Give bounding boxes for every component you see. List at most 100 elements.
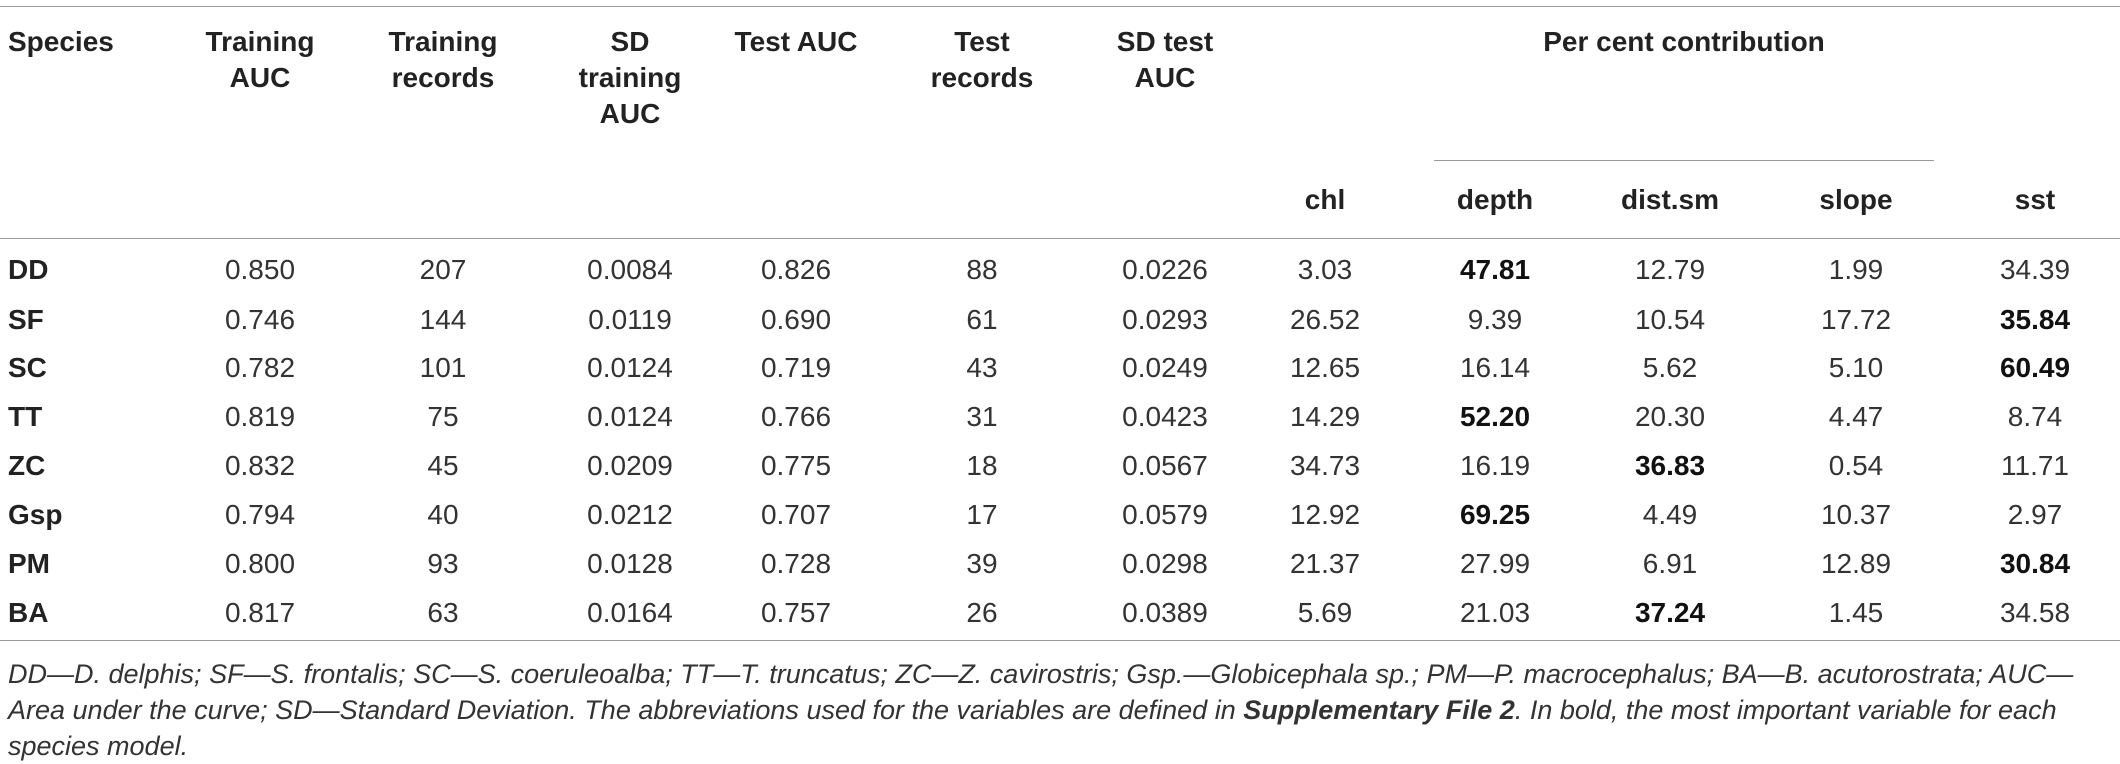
table-cell: 0.719	[760, 352, 832, 383]
table-cell: 26.52	[1289, 304, 1361, 335]
table-cell: 0.782	[224, 352, 296, 383]
table-cell: 0.0298	[1122, 548, 1208, 579]
table-cell: 20.30	[1634, 401, 1706, 432]
table-cell: 45	[427, 450, 459, 481]
table-cell: 0.728	[760, 548, 832, 579]
table-cell: 0.0084	[587, 254, 673, 285]
table-row-species: SF	[8, 304, 44, 335]
table-row-species: DD	[8, 254, 49, 285]
table-cell: 30.84	[1999, 548, 2071, 579]
table-cell: 144	[419, 304, 467, 335]
table-cell: 5.62	[1642, 352, 1698, 383]
header-sd-test-auc: SD test AUC	[1116, 26, 1214, 93]
table-cell: 12.92	[1289, 499, 1361, 530]
table-cell: 6.91	[1642, 548, 1698, 579]
table-cell: 0.0567	[1122, 450, 1208, 481]
table-cell: 0.690	[760, 304, 832, 335]
table-cell: 12.79	[1634, 254, 1706, 285]
table-cell: 52.20	[1459, 401, 1531, 432]
table-cell: 0.0212	[587, 499, 673, 530]
table-cell: 16.19	[1459, 450, 1531, 481]
table-cell: 88	[966, 254, 998, 285]
table-cell: 34.58	[1999, 597, 2071, 628]
table-bottom-rule	[0, 640, 2120, 641]
table-cell: 69.25	[1459, 499, 1531, 530]
table-cell: 12.65	[1289, 352, 1361, 383]
table-cell: 0.0164	[587, 597, 673, 628]
table-cell: 0.707	[760, 499, 832, 530]
table-cell: 9.39	[1467, 304, 1523, 335]
table-cell: 2.97	[2007, 499, 2063, 530]
table-cell: 0.0579	[1122, 499, 1208, 530]
table-cell: 0.0423	[1122, 401, 1208, 432]
header-var-depth: depth	[1456, 184, 1534, 215]
table-cell: 21.03	[1459, 597, 1531, 628]
table-cell: 63	[427, 597, 459, 628]
table-cell: 1.45	[1828, 597, 1884, 628]
table-footnote: DD—D. delphis; SF—S. frontalis; SC—S. co…	[8, 659, 2074, 761]
table-cell: 4.49	[1642, 499, 1698, 530]
table-cell: 0.766	[760, 401, 832, 432]
table-row-species: Gsp	[8, 499, 63, 530]
table-cell: 0.0124	[587, 401, 673, 432]
table-cell: 4.47	[1828, 401, 1884, 432]
table-cell: 21.37	[1289, 548, 1361, 579]
table-cell: 35.84	[1999, 304, 2071, 335]
table-cell: 34.73	[1289, 450, 1361, 481]
table-row-species: SC	[8, 352, 47, 383]
table-cell: 0.800	[224, 548, 296, 579]
table-cell: 93	[427, 548, 459, 579]
table-cell: 75	[427, 401, 459, 432]
table-cell: 3.03	[1297, 254, 1353, 285]
table-cell: 207	[419, 254, 467, 285]
table-cell: 0.794	[224, 499, 296, 530]
table-cell: 34.39	[1999, 254, 2071, 285]
table-cell: 0.746	[224, 304, 296, 335]
table-cell: 43	[966, 352, 998, 383]
header-var-slope: slope	[1819, 184, 1893, 215]
table-cell: 0.0226	[1122, 254, 1208, 285]
table-cell: 0.0389	[1122, 597, 1208, 628]
table-row-species: TT	[8, 401, 43, 432]
header-var-chl: chl	[1304, 184, 1346, 215]
header-test-auc: Test AUC	[734, 26, 858, 57]
table-cell: 5.10	[1828, 352, 1884, 383]
table-cell: 0.0209	[587, 450, 673, 481]
header-test-records: Test records	[930, 26, 1034, 93]
table-cell: 101	[419, 352, 467, 383]
table-cell: 0.0128	[587, 548, 673, 579]
table-cell: 27.99	[1459, 548, 1531, 579]
header-var-dist-sm: dist.sm	[1620, 184, 1720, 215]
table-row-species: BA	[8, 597, 49, 628]
table-cell: 26	[966, 597, 998, 628]
table-cell: 10.54	[1634, 304, 1706, 335]
table-cell: 36.83	[1634, 450, 1706, 481]
table-cell: 47.81	[1459, 254, 1531, 285]
table-cell: 61	[966, 304, 998, 335]
header-per-cent-contribution: Per cent contribution	[1543, 26, 1825, 57]
table-row-species: PM	[8, 548, 50, 579]
header-training-auc: Training AUC	[205, 26, 315, 93]
table-cell: 0.54	[1828, 450, 1884, 481]
table-cell: 10.37	[1820, 499, 1892, 530]
header-training-records: Training records	[388, 26, 498, 93]
table-cell: 0.0119	[588, 304, 672, 335]
header-sd-training-auc: SD training AUC	[578, 26, 682, 129]
table-cell: 0.850	[224, 254, 296, 285]
table-cell: 0.819	[224, 401, 296, 432]
table-cell: 40	[427, 499, 459, 530]
table-cell: 39	[966, 548, 998, 579]
table-cell: 0.757	[760, 597, 832, 628]
table-cell: 17.72	[1820, 304, 1892, 335]
table-cell: 16.14	[1459, 352, 1531, 383]
per-cent-contribution-rule	[1434, 160, 1934, 161]
table-cell: 0.0293	[1122, 304, 1208, 335]
table-row-species: ZC	[8, 450, 46, 481]
table-cell: 14.29	[1289, 401, 1361, 432]
table-cell: 12.89	[1820, 548, 1892, 579]
table-cell: 17	[966, 499, 998, 530]
table-cell: 5.69	[1297, 597, 1353, 628]
table-cell: 31	[966, 401, 998, 432]
table-cell: 0.0124	[587, 352, 673, 383]
header-var-sst: sst	[2014, 184, 2056, 215]
